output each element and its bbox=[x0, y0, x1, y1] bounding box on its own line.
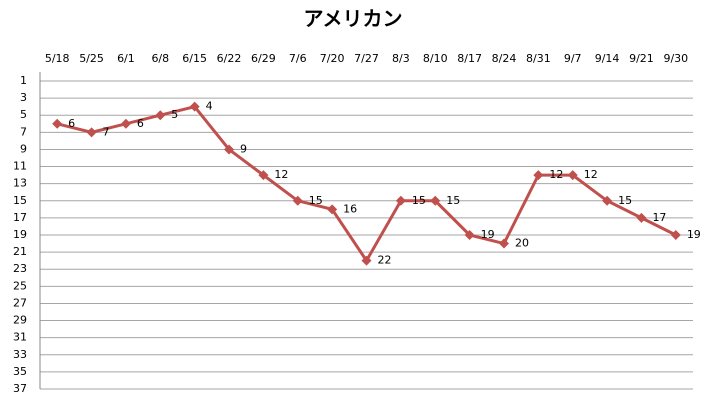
y-tick-label: 15 bbox=[13, 194, 27, 207]
marker bbox=[155, 110, 166, 121]
x-tick-label: 8/17 bbox=[457, 52, 482, 65]
data-label: 12 bbox=[274, 168, 288, 181]
data-label: 12 bbox=[584, 168, 598, 181]
data-label: 16 bbox=[343, 202, 357, 215]
marker bbox=[567, 170, 578, 181]
data-label: 4 bbox=[206, 100, 213, 113]
x-tick-label: 6/8 bbox=[151, 52, 169, 65]
x-tick-label: 9/7 bbox=[564, 52, 582, 65]
data-label: 15 bbox=[618, 194, 632, 207]
y-tick-label: 13 bbox=[13, 177, 27, 190]
marker bbox=[361, 255, 372, 266]
x-tick-label: 6/22 bbox=[217, 52, 242, 65]
y-tick-label: 21 bbox=[13, 245, 27, 258]
x-tick-label: 9/21 bbox=[629, 52, 654, 65]
y-tick-label: 19 bbox=[13, 228, 27, 241]
x-tick-label: 8/24 bbox=[492, 52, 517, 65]
data-label: 15 bbox=[412, 194, 426, 207]
data-label: 12 bbox=[549, 168, 563, 181]
x-tick-label: 7/20 bbox=[320, 52, 345, 65]
data-label: 6 bbox=[137, 117, 144, 130]
data-label: 7 bbox=[103, 125, 110, 138]
data-label: 6 bbox=[68, 117, 75, 130]
marker bbox=[602, 195, 613, 206]
y-tick-label: 9 bbox=[20, 142, 27, 155]
marker bbox=[224, 144, 235, 155]
marker bbox=[670, 230, 681, 240]
x-tick-label: 5/25 bbox=[79, 52, 104, 65]
x-tick-label: 6/29 bbox=[251, 52, 276, 65]
y-tick-label: 1 bbox=[20, 74, 27, 87]
data-label: 20 bbox=[515, 237, 529, 250]
data-label: 9 bbox=[240, 142, 247, 155]
marker bbox=[430, 195, 441, 206]
data-label: 5 bbox=[171, 108, 178, 121]
x-tick-label: 9/14 bbox=[595, 52, 620, 65]
y-tick-label: 23 bbox=[13, 262, 27, 275]
y-tick-label: 33 bbox=[13, 348, 27, 361]
y-tick-label: 11 bbox=[13, 160, 27, 173]
y-tick-label: 37 bbox=[13, 382, 27, 395]
x-tick-label: 9/30 bbox=[663, 52, 688, 65]
y-tick-label: 35 bbox=[13, 365, 27, 378]
data-label: 17 bbox=[652, 211, 666, 224]
marker bbox=[258, 170, 269, 181]
x-tick-label: 8/31 bbox=[526, 52, 551, 65]
x-tick-label: 5/18 bbox=[45, 52, 70, 65]
marker bbox=[52, 118, 63, 129]
y-tick-label: 7 bbox=[20, 125, 27, 138]
y-tick-label: 25 bbox=[13, 279, 27, 292]
marker bbox=[327, 204, 338, 215]
data-label: 19 bbox=[687, 228, 701, 241]
chart-title: アメリカン bbox=[304, 7, 403, 31]
y-tick-label: 31 bbox=[13, 331, 27, 344]
marker bbox=[498, 238, 509, 249]
x-tick-label: 6/1 bbox=[117, 52, 135, 65]
data-label: 15 bbox=[309, 194, 323, 207]
x-tick-label: 6/15 bbox=[182, 52, 207, 65]
x-tick-label: 8/3 bbox=[392, 52, 410, 65]
marker bbox=[189, 101, 200, 112]
y-tick-label: 5 bbox=[20, 108, 27, 121]
y-tick-label: 27 bbox=[13, 296, 27, 309]
marker bbox=[395, 195, 406, 206]
y-tick-label: 3 bbox=[20, 91, 27, 104]
data-label: 22 bbox=[378, 254, 392, 267]
marker bbox=[464, 230, 475, 240]
y-tick-label: 29 bbox=[13, 314, 27, 327]
y-tick-label: 17 bbox=[13, 211, 27, 224]
x-tick-label: 8/10 bbox=[423, 52, 448, 65]
data-label: 15 bbox=[446, 194, 460, 207]
marker bbox=[120, 118, 131, 129]
marker bbox=[533, 170, 544, 181]
marker bbox=[636, 212, 647, 223]
x-tick-label: 7/27 bbox=[354, 52, 379, 65]
marker bbox=[86, 127, 97, 138]
x-tick-label: 7/6 bbox=[289, 52, 307, 65]
marker bbox=[292, 195, 303, 206]
data-label: 19 bbox=[481, 228, 495, 241]
